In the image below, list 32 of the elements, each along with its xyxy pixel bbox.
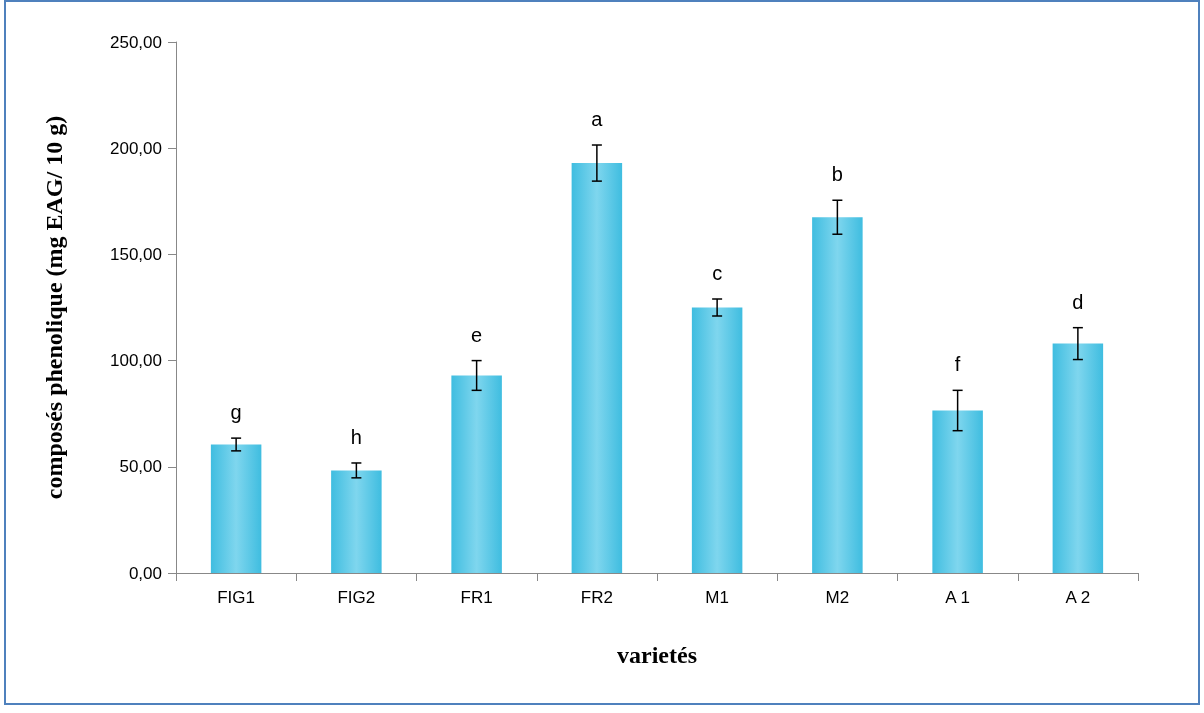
bar [210, 444, 262, 573]
x-tick-label: FR1 [460, 588, 493, 607]
annotation: g [230, 401, 242, 424]
y-tick-label: 250,00 [110, 32, 162, 52]
y-tick-label: 100,00 [110, 351, 162, 371]
bar [1052, 343, 1104, 573]
annotation: c [712, 262, 723, 284]
annotation: d [1072, 290, 1084, 313]
x-axis-title: varietés [617, 642, 697, 668]
y-tick-label: 50,00 [119, 457, 162, 477]
x-tick-label: FIG2 [337, 588, 376, 607]
annotation: h [350, 425, 362, 448]
bar [451, 375, 502, 573]
annotation: f [954, 353, 961, 376]
x-tick-label: A 1 [945, 588, 970, 607]
x-tick-label: A 2 [1065, 588, 1091, 607]
bar [571, 163, 623, 573]
y-tick-label: 0,00 [128, 563, 162, 583]
y-tick-label: 200,00 [110, 138, 162, 158]
annotation: b [831, 163, 843, 186]
bar [691, 307, 743, 573]
bar [932, 410, 983, 573]
bar [812, 217, 863, 573]
y-tick-label: 150,00 [110, 244, 162, 264]
y-axis-title: composés phenolique (mg EAG/ 10 g) [41, 115, 67, 500]
bar [331, 470, 382, 573]
x-tick-label: M2 [825, 588, 850, 607]
x-tick-label: FIG1 [217, 588, 256, 607]
x-tick-label: FR2 [580, 588, 613, 607]
annotation: a [591, 108, 604, 131]
x-tick-label: M1 [705, 588, 729, 607]
annotation: e [471, 323, 483, 346]
